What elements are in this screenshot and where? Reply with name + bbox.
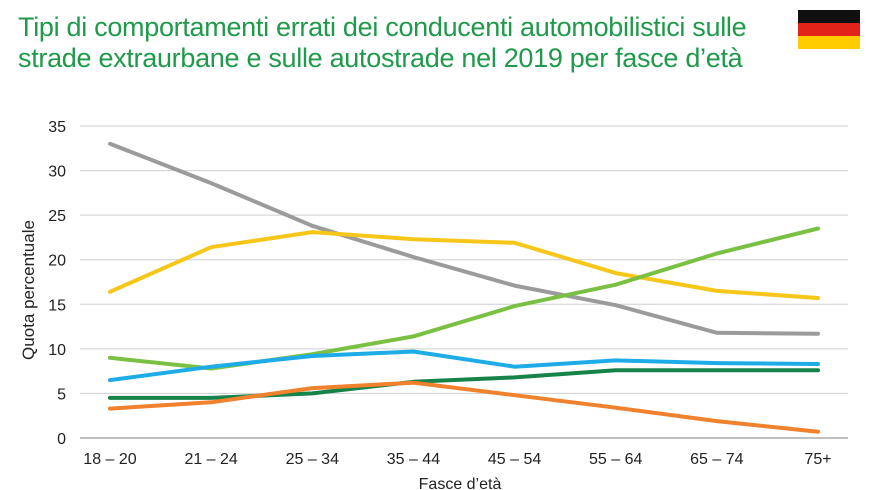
y-axis-label: Quota percentuale	[19, 220, 38, 360]
y-tick-label: 0	[57, 431, 66, 448]
grid-lines	[80, 125, 848, 439]
x-tick-label: 21 – 24	[184, 451, 237, 468]
x-tick-label: 65 – 74	[690, 451, 743, 468]
x-tick-label: 18 – 20	[83, 451, 136, 468]
y-tick-label: 10	[48, 342, 66, 359]
germany-flag-icon	[798, 10, 860, 49]
x-tick-label: 45 – 54	[488, 451, 541, 468]
series-line-4	[108, 349, 820, 383]
flag-stripe-gold	[798, 36, 860, 49]
series-line-1	[108, 141, 820, 336]
x-axis-label: Fasce d’età	[419, 476, 502, 490]
x-tick-label: 25 – 34	[286, 451, 339, 468]
chart-title-line-2: strade extraurbane e sulle autostrade ne…	[18, 43, 743, 73]
series-line-3	[108, 226, 820, 371]
y-axis-ticks: 0 5 10 15 20 25 30 35	[48, 119, 66, 448]
x-axis-ticks: 18 – 20 21 – 24 25 – 34 35 – 44 45 – 54 55 – …	[83, 451, 831, 468]
flag-stripe-red	[798, 23, 860, 36]
chart-title: Tipi di comportamenti errati dei conduce…	[18, 12, 788, 74]
y-tick-label: 5	[57, 386, 66, 403]
x-tick-label: 35 – 44	[387, 451, 440, 468]
x-tick-label: 75+	[804, 451, 831, 468]
y-tick-label: 15	[48, 297, 66, 314]
chart-title-line-1: Tipi di comportamenti errati dei conduce…	[18, 12, 747, 42]
series-lines	[108, 141, 820, 434]
series-line-2	[108, 230, 820, 300]
y-tick-label: 35	[48, 119, 66, 136]
flag-stripe-black	[798, 10, 860, 23]
x-tick-label: 55 – 64	[589, 451, 642, 468]
y-tick-label: 25	[48, 208, 66, 225]
series-line-5	[108, 368, 820, 400]
y-tick-label: 30	[48, 164, 66, 181]
series-line-6	[108, 380, 820, 434]
y-tick-label: 20	[48, 253, 66, 270]
